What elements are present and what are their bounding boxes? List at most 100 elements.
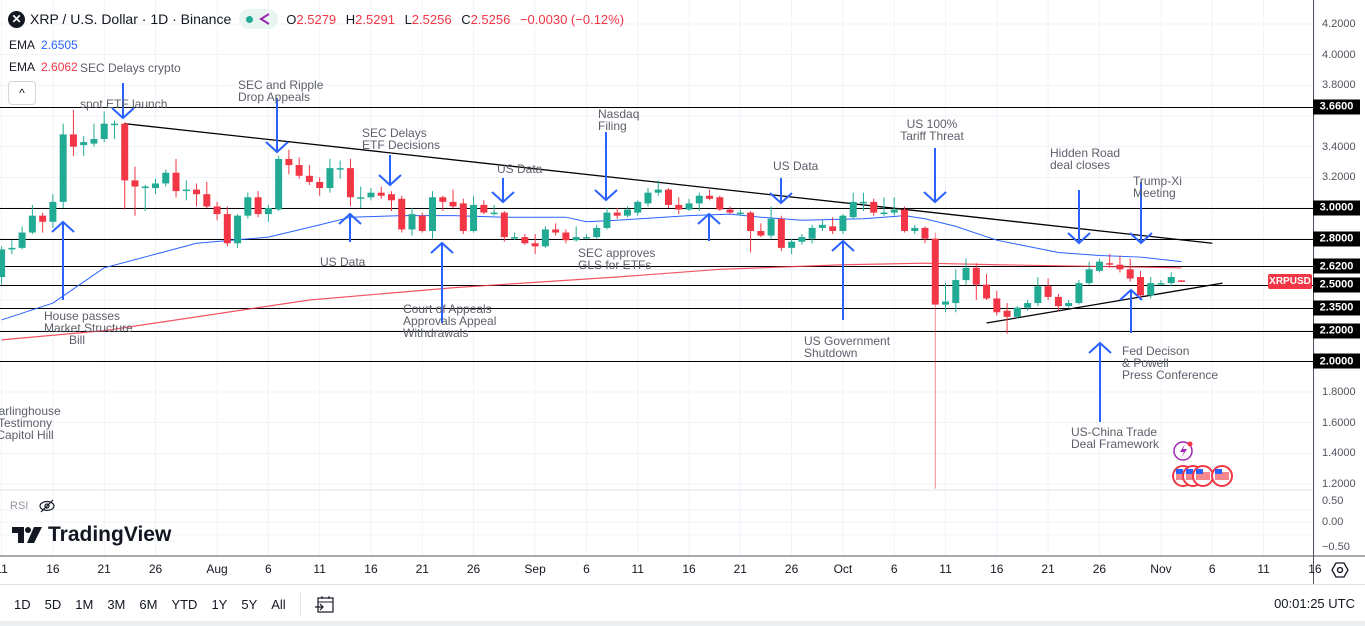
- annotation-fed[interactable]: Fed Decison & Powell Press Conference: [1122, 345, 1218, 381]
- annotation-sec-delays-crypto[interactable]: SEC Delays crypto spot ETF launch: [80, 38, 181, 122]
- market-open-dot-icon: [246, 15, 254, 23]
- events-icons[interactable]: [1172, 441, 1233, 487]
- candle: [1075, 280, 1083, 305]
- candle-body: [603, 212, 611, 228]
- candle-body: [59, 134, 67, 202]
- us-flag-icon[interactable]: [1211, 465, 1233, 487]
- candle-body: [747, 212, 755, 231]
- candle-body: [316, 181, 324, 189]
- candle-body: [387, 194, 395, 201]
- candle-body: [1136, 276, 1144, 296]
- candle-body: [798, 237, 806, 242]
- annotation-garlinghouse[interactable]: GarlinghouseTestimonyCapitol Hill: [0, 405, 88, 441]
- candle-body: [418, 215, 426, 231]
- candle: [90, 123, 98, 147]
- candle-body: [942, 301, 950, 305]
- candle: [100, 111, 108, 143]
- level-price-label: 3.6600: [1313, 99, 1360, 115]
- annotation-sec-gls[interactable]: SEC approves GLS for ETFs: [578, 247, 655, 271]
- ema-legend-fast[interactable]: EMA 2.6505: [9, 38, 78, 52]
- candle-body: [870, 201, 878, 213]
- time-tick-label: Aug: [206, 562, 228, 576]
- level-price-label: 2.3500: [1313, 300, 1360, 316]
- candle: [777, 215, 785, 251]
- annotation-nasdaq[interactable]: Nasdaq Filing: [598, 108, 639, 132]
- range-5d-button[interactable]: 5D: [44, 596, 62, 612]
- candle: [993, 290, 1001, 316]
- candle: [931, 232, 939, 489]
- candle-body: [449, 201, 457, 207]
- candle-body: [829, 226, 837, 231]
- annotation-line: Nasdaq: [598, 107, 640, 121]
- candle: [562, 229, 570, 244]
- annotation-court-of-appeals[interactable]: Court of Appeals Approvals Appeal Withdraw…: [403, 303, 496, 339]
- candle-body: [357, 197, 365, 199]
- candle-body: [480, 204, 488, 213]
- range-5y-button[interactable]: 5Y: [241, 596, 258, 612]
- annotation-us-data[interactable]: US Data: [773, 160, 818, 172]
- tradingview-logo[interactable]: TradingView: [12, 523, 171, 547]
- rsi-legend[interactable]: RSI: [10, 499, 56, 513]
- symbol-title[interactable]: XRP / U.S. Dollar · 1D · Binance: [30, 11, 232, 27]
- price-tick-label: 3.4000: [1322, 140, 1356, 153]
- candle-body: [511, 237, 519, 239]
- candle-body: [562, 232, 570, 241]
- eye-off-icon[interactable]: [38, 499, 56, 513]
- arrow-up-icon: [697, 212, 721, 241]
- annotation-line: Tariff Threat: [900, 129, 964, 143]
- ema-legend-slow[interactable]: EMA 2.6062: [9, 60, 78, 74]
- collapse-legend-button[interactable]: ^: [8, 81, 36, 105]
- price-tick-label: 4.2000: [1322, 18, 1356, 30]
- range-1y-button[interactable]: 1Y: [211, 596, 228, 612]
- candle-body: [295, 165, 303, 176]
- range-1d-button[interactable]: 1D: [14, 596, 31, 612]
- calendar-goto-icon[interactable]: [314, 595, 335, 613]
- annotation-us-data[interactable]: US Data: [320, 256, 365, 268]
- time-tick-label: 11: [313, 562, 326, 576]
- arrow-down-icon: [769, 178, 793, 205]
- candle: [1178, 280, 1185, 282]
- candle: [1034, 276, 1042, 307]
- arrow-up-icon: [338, 212, 362, 242]
- candle-body: [377, 192, 385, 196]
- candle: [459, 198, 467, 235]
- annotation-hidden-road[interactable]: Hidden Road deal closes: [1050, 147, 1120, 171]
- candle-body: [808, 227, 816, 239]
- annotation-us-data[interactable]: US Data: [497, 163, 542, 175]
- annotation-shutdown[interactable]: US Government Shutdown: [804, 335, 890, 359]
- lightning-event-icon[interactable]: [1173, 441, 1193, 461]
- candle-body: [367, 192, 375, 198]
- arrow-up-icon: [51, 220, 75, 300]
- range-ytd-button[interactable]: YTD: [171, 596, 198, 612]
- symbol-header[interactable]: ✕ XRP / U.S. Dollar · 1D · Binance O2.52…: [8, 8, 630, 30]
- candle-body: [695, 195, 703, 204]
- annotation-tariff[interactable]: US 100% Tariff Threat: [872, 118, 992, 142]
- range-3m-button[interactable]: 3M: [107, 596, 126, 612]
- price-chart[interactable]: [0, 0, 1365, 584]
- us-flag-icon[interactable]: [1192, 465, 1214, 487]
- open-value: 2.5279: [296, 11, 337, 27]
- arrow-down-icon: [594, 132, 618, 202]
- candle: [952, 269, 960, 313]
- candle-body: [890, 209, 898, 213]
- annotation-trump-xi[interactable]: Trump-Xi Meeting: [1133, 175, 1182, 199]
- market-status-pill[interactable]: [239, 9, 279, 29]
- candle: [1116, 255, 1124, 273]
- annotation-sec-ripple[interactable]: SEC and Ripple Drop Appeals: [238, 79, 323, 103]
- range-6m-button[interactable]: 6M: [139, 596, 158, 612]
- range-1m-button[interactable]: 1M: [75, 596, 94, 612]
- annotation-us-china[interactable]: US-China Trade Deal Framework: [1071, 426, 1159, 450]
- candle: [8, 240, 16, 254]
- utc-clock[interactable]: 00:01:25 UTC: [1274, 596, 1355, 611]
- rsi-label: RSI: [10, 500, 29, 512]
- candle: [829, 217, 837, 235]
- candle-body: [962, 267, 970, 281]
- candle: [706, 189, 714, 201]
- annotation-line: Garlinghouse: [0, 404, 61, 418]
- range-all-button[interactable]: All: [271, 596, 286, 612]
- candle: [675, 197, 683, 215]
- settings-gear-icon[interactable]: [1331, 562, 1349, 578]
- annotation-house-passes[interactable]: House passes Market Structure Bill: [44, 310, 133, 346]
- annotation-sec-delays-etf[interactable]: SEC Delays ETF Decisions: [362, 127, 440, 151]
- time-tick-label: 6: [265, 562, 272, 576]
